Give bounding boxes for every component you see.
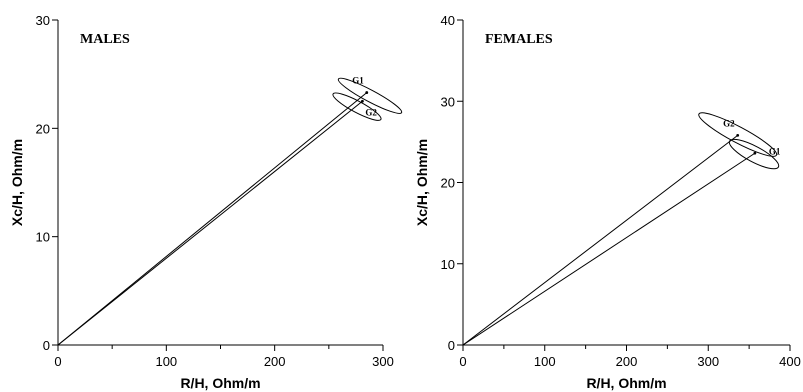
y-tick-label: 10	[36, 230, 50, 245]
mean-point-g1	[753, 151, 757, 155]
x-tick-label: 200	[616, 354, 638, 369]
y-tick-label: 20	[441, 176, 455, 191]
y-tick-label: 30	[36, 13, 50, 28]
y-tick-label: 40	[441, 13, 455, 28]
confidence-ellipse-g2	[332, 92, 382, 121]
y-tick-label: 30	[441, 94, 455, 109]
panel-title: MALES	[80, 32, 130, 47]
chart-panel-1: 0 100 200 300 0 10 20 30 R/H, Ohm/m Xc/H, Ohm/m MA…	[9, 13, 403, 391]
x-tick-label: 100	[534, 354, 556, 369]
y-tick-label: 0	[43, 338, 50, 353]
vector-line-g1	[462, 152, 756, 346]
y-tick-label: 20	[36, 121, 50, 136]
group-label-g2: G2	[365, 107, 377, 117]
group-label-g1: G1	[769, 146, 781, 156]
vector-line-g1	[57, 92, 368, 346]
panel-title: FEMALES	[485, 32, 553, 47]
y-axis-label: Xc/H, Ohm/m	[414, 139, 430, 226]
y-tick-label: 10	[441, 257, 455, 272]
group-label-g1: G1	[352, 76, 364, 86]
y-axis-label: Xc/H, Ohm/m	[9, 139, 25, 226]
x-tick-label: 400	[779, 354, 801, 369]
mean-point-g1	[365, 91, 369, 94]
mean-point-g2	[361, 99, 364, 103]
x-tick-label: 0	[459, 354, 466, 369]
vector-line-g2	[462, 134, 738, 346]
x-tick-label: 300	[372, 354, 394, 369]
vector-line-g2	[57, 100, 363, 346]
x-axis-label: R/H, Ohm/m	[180, 375, 260, 391]
y-tick-label: 0	[448, 338, 455, 353]
chart-panel-2: 0 100 200 300 400 0 10 20 30 40 R/H, Ohm/m Xc/H, Oh…	[414, 13, 801, 391]
confidence-ellipse-g1	[728, 138, 780, 170]
x-tick-label: 300	[697, 354, 719, 369]
confidence-ellipse-g1	[337, 77, 403, 114]
x-tick-label: 0	[54, 354, 61, 369]
confidence-ellipse-g2	[698, 112, 778, 157]
mean-point-g2	[736, 133, 740, 137]
x-tick-label: 100	[155, 354, 177, 369]
group-label-g2: G2	[723, 118, 735, 128]
x-axis-label: R/H, Ohm/m	[586, 375, 666, 391]
x-tick-label: 200	[264, 354, 286, 369]
